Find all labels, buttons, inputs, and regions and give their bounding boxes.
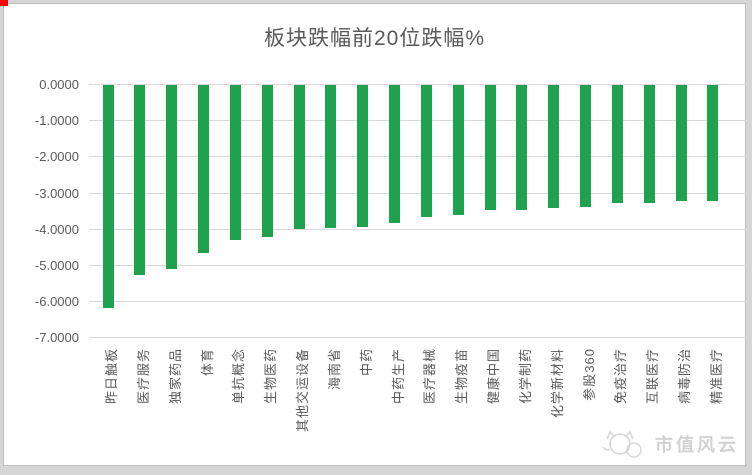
- x-axis-category-text: 海南省: [327, 348, 342, 391]
- x-axis-category-text: 生物医药: [263, 348, 278, 405]
- gridline: [89, 337, 746, 338]
- gridline: [89, 265, 746, 266]
- chart-title: 板块跌幅前20位跌幅%: [263, 27, 486, 50]
- bar-互联医疗: [644, 85, 655, 203]
- x-axis-category-text: 独家药品: [168, 348, 183, 405]
- x-axis-category-label: 中药: [356, 348, 384, 376]
- gridline: [89, 156, 746, 157]
- watermark-text: 市值风云: [655, 435, 739, 455]
- y-axis-tick-label: -1.0000: [34, 113, 79, 128]
- x-axis-category-text: 医疗器械: [422, 348, 437, 405]
- x-axis-category-text: 中药: [359, 348, 374, 377]
- watermark: 市值风云: [601, 429, 739, 459]
- x-axis-category-label: 体育: [197, 348, 225, 376]
- bar-病毒防治: [676, 85, 687, 201]
- y-axis-tick-label: -3.0000: [34, 186, 79, 201]
- y-axis-tick-label: -7.0000: [34, 330, 79, 345]
- x-axis-category-text: 免疫治疗: [613, 348, 628, 405]
- cat-logo-icon: [602, 430, 642, 458]
- gridline: [89, 193, 746, 194]
- bar-体育: [198, 85, 209, 253]
- x-axis-category-text: 医疗服务: [136, 348, 151, 405]
- bar-生物医药: [262, 85, 273, 237]
- y-axis-tick-label: -6.0000: [34, 294, 79, 309]
- x-axis-category-text: 其他交运设备: [295, 348, 310, 433]
- y-axis-tick-label: 0.0000: [39, 77, 79, 92]
- x-axis-category-text: 精准医疗: [709, 348, 724, 405]
- x-axis-category-text: 参股360: [582, 348, 597, 401]
- x-axis-category-text: 化学新材料: [550, 348, 565, 419]
- x-axis-category-label: 精准医疗: [706, 348, 752, 404]
- x-axis-category-text: 健康中国: [486, 348, 501, 405]
- gridline: [89, 229, 746, 230]
- bar-化学制药: [516, 85, 527, 210]
- bar-精准医疗: [707, 85, 718, 201]
- bar-生物疫苗: [453, 85, 464, 215]
- chart-area: 板块跌幅前20位跌幅% 0.0000 -1.0000 -2.0000 -3.0000 -…: [3, 3, 746, 466]
- bar-其他交运设备: [294, 85, 305, 229]
- x-axis-category-text: 中药生产: [391, 348, 406, 405]
- x-axis-category-text: 昨日触板: [104, 348, 119, 405]
- x-axis-category-text: 生物疫苗: [454, 348, 469, 405]
- bar-免疫治疗: [612, 85, 623, 203]
- gridline: [89, 120, 746, 121]
- y-axis-tick-label: -4.0000: [34, 222, 79, 237]
- x-axis-category-text: 病毒防治: [677, 348, 692, 405]
- x-axis-category-text: 单抗概念: [231, 348, 246, 405]
- bar-化学新材料: [548, 85, 559, 208]
- plot-area: 0.0000 -1.0000 -2.0000 -3.0000 -4.0000 -5.000…: [4, 4, 747, 467]
- x-axis-category-text: 互联医疗: [645, 348, 660, 405]
- y-axis-tick-label: -5.0000: [34, 258, 79, 273]
- x-axis-category-text: 体育: [200, 348, 215, 377]
- bar-独家药品: [166, 85, 177, 269]
- x-axis-category-text: 化学制药: [518, 348, 533, 405]
- bar-海南省: [325, 85, 336, 228]
- gridline: [89, 301, 746, 302]
- gridline: [89, 84, 746, 85]
- bar-医疗器械: [421, 85, 432, 217]
- bar-健康中国: [485, 85, 496, 210]
- bar-昨日触板: [103, 85, 114, 308]
- bar-中药生产: [389, 85, 400, 223]
- y-axis-tick-label: -2.0000: [34, 149, 79, 164]
- corner-red-marker: [0, 0, 8, 6]
- bar-单抗概念: [230, 85, 241, 240]
- bar-中药: [357, 85, 368, 227]
- bar-参股360: [580, 85, 591, 207]
- bar-医疗服务: [134, 85, 145, 275]
